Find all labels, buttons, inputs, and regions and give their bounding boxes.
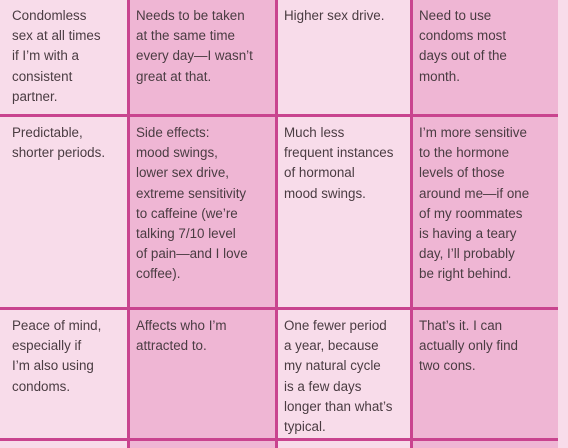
- table-cell: That’s it. I can actually only find two …: [413, 310, 558, 438]
- table-left-margin: [0, 441, 6, 448]
- cell-text: One fewer period a year, because my natu…: [284, 318, 393, 435]
- cell-text: I’m more sensitive to the hormone levels…: [419, 125, 530, 282]
- cell-text: Needs to be taken at the same time every…: [136, 8, 253, 84]
- cell-text: Peace of mind, especially if I’m also us…: [12, 318, 102, 394]
- cell-text: Predictable, shorter periods.: [12, 125, 106, 161]
- table-cell-partial: [6, 441, 127, 448]
- table-cell: Condomless sex at all times if I’m with …: [6, 0, 127, 114]
- table-cell: Need to use condoms most days out of the…: [413, 0, 558, 114]
- table-cell: Much less frequent instances of hormonal…: [278, 117, 410, 307]
- cell-text: Affects who I’m attracted to.: [136, 318, 227, 354]
- cell-text: Condomless sex at all times if I’m with …: [12, 8, 101, 104]
- cell-text: Need to use condoms most days out of the…: [419, 8, 507, 84]
- cell-text: That’s it. I can actually only find two …: [419, 318, 518, 374]
- table-cell: Affects who I’m attracted to.: [130, 310, 275, 438]
- table-cell: Needs to be taken at the same time every…: [130, 0, 275, 114]
- table-left-margin: [0, 310, 6, 438]
- table-cell-partial: [278, 441, 410, 448]
- table-cell-partial: [413, 441, 558, 448]
- table-cell: Peace of mind, especially if I’m also us…: [6, 310, 127, 438]
- table-left-margin: [0, 0, 6, 114]
- cell-text: Higher sex drive.: [284, 8, 385, 23]
- table-cell: Side effects: mood swings, lower sex dri…: [130, 117, 275, 307]
- table-left-margin: [0, 117, 6, 307]
- table-cell: Higher sex drive.: [278, 0, 410, 114]
- cell-text: Side effects: mood swings, lower sex dri…: [136, 125, 248, 282]
- table-cell-partial: [130, 441, 275, 448]
- table-cell: I’m more sensitive to the hormone levels…: [413, 117, 558, 307]
- cell-text: Much less frequent instances of hormonal…: [284, 125, 394, 201]
- table-right-margin: [558, 0, 568, 448]
- table-cell: Predictable, shorter periods.: [6, 117, 127, 307]
- table-cell: One fewer period a year, because my natu…: [278, 310, 410, 438]
